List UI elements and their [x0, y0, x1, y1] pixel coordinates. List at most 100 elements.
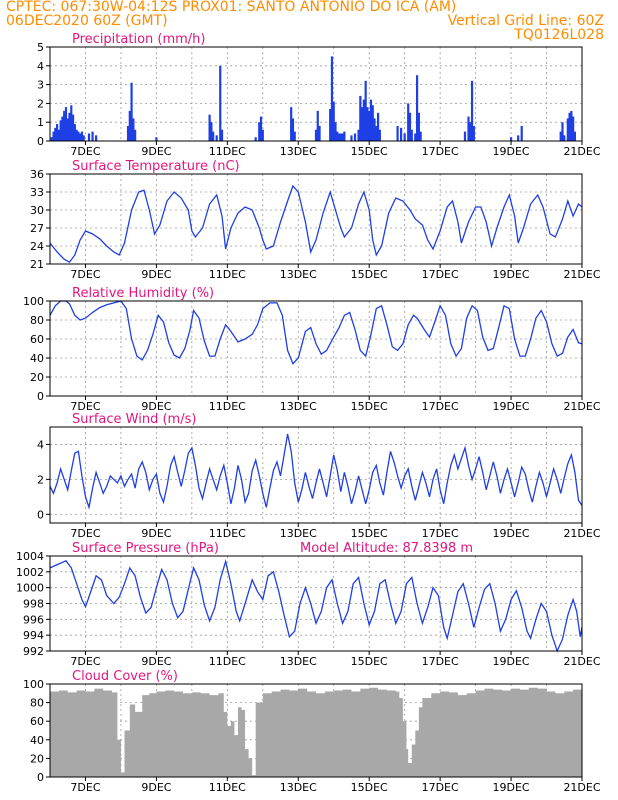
y-tick-label: 4 [37, 438, 44, 451]
x-tick-label: 21DEC [563, 145, 600, 158]
precip-bar [215, 135, 218, 141]
x-tick-label: 13DEC [280, 145, 317, 158]
precip-bar [50, 137, 53, 141]
x-tick-label: 17DEC [422, 781, 459, 794]
precip-bar [128, 110, 131, 141]
x-tick-label: 11DEC [209, 400, 246, 413]
precip-bar [87, 133, 91, 141]
precip-bar [417, 112, 420, 141]
x-tick-label: 19DEC [493, 145, 530, 158]
precip-bar [339, 133, 342, 141]
x-tick-label: 9DEC [141, 655, 171, 668]
x-tick-label: 21DEC [563, 268, 600, 281]
precip-bar [341, 133, 344, 141]
precip-bar [364, 80, 367, 141]
y-tick-label: 60 [30, 333, 44, 346]
precip-bar [54, 127, 57, 141]
precip-bar [126, 125, 130, 141]
pres-line [49, 558, 583, 653]
x-tick-label: 7DEC [70, 268, 100, 281]
precip-bar [75, 129, 78, 141]
x-tick-label: 9DEC [141, 400, 171, 413]
precip-bar [95, 135, 98, 141]
cloud-panel: 0 20 40 60 80 100 7DEC 9DEC 11DEC 13DEC 15DEC 17DEC… [23, 669, 601, 794]
precip-bar [396, 125, 399, 141]
wind-line [49, 433, 583, 510]
precip-bar [132, 118, 135, 141]
x-tick-label: 19DEC [493, 655, 530, 668]
precip-bar [509, 137, 513, 141]
precip-bar [371, 105, 374, 141]
y-tick-label: 100 [23, 295, 44, 308]
y-tick-label: 60 [30, 715, 44, 728]
precip-bar [134, 129, 137, 141]
y-tick-label: 30 [30, 204, 44, 217]
plot-frame [49, 683, 583, 778]
precip-bar [57, 129, 60, 141]
x-tick-label: 21DEC [563, 400, 600, 413]
precip-bar [570, 110, 573, 141]
rh-panel: 0 20 40 60 80 100 7DEC 9DEC 11DEC 13DEC 15DEC 17DEC… [23, 286, 601, 413]
y-tick-label: 40 [30, 734, 44, 747]
header-location: CPTEC: 067:30W-04:12S PROX01: SANTO ANTO… [6, 0, 457, 15]
precip-bar [517, 135, 520, 141]
precip-bar [403, 133, 406, 141]
precip-bar [59, 120, 62, 141]
precip-bar [357, 129, 360, 141]
precip-bar [415, 75, 419, 141]
x-tick-label: 15DEC [351, 268, 388, 281]
wind-title: Surface Wind (m/s) [72, 412, 196, 427]
precip-bar [329, 109, 332, 141]
plot-frame [49, 46, 583, 142]
x-tick-label: 11DEC [209, 145, 246, 158]
y-tick-label: 80 [30, 697, 44, 710]
x-tick-label: 13DEC [280, 268, 317, 281]
y-tick-label: 100 [23, 678, 44, 691]
x-tick-label: 15DEC [351, 527, 388, 540]
y-tick-label: 0 [37, 135, 44, 148]
precip-bar [566, 118, 569, 141]
precip-bar [73, 124, 76, 141]
precip-bar [573, 131, 577, 141]
x-tick-label: 13DEC [280, 781, 317, 794]
precip-bar [469, 122, 472, 141]
precip-bar [463, 131, 467, 141]
precip-bar [258, 122, 261, 141]
precip-bar [290, 107, 293, 141]
x-tick-label: 13DEC [280, 400, 317, 413]
header-datetime: 06DEC2020 60Z (GMT) [6, 13, 168, 29]
precip-bar [378, 129, 381, 141]
y-tick-label: 4 [37, 60, 44, 73]
header-model-id: TQ0126L028 [514, 27, 604, 43]
precip-bar [368, 110, 371, 141]
x-tick-label: 15DEC [351, 400, 388, 413]
precip-bar [80, 131, 84, 141]
y-tick-label: 992 [23, 645, 44, 658]
x-tick-label: 7DEC [70, 400, 100, 413]
precip-bar [561, 122, 564, 141]
y-tick-label: 27 [30, 222, 44, 235]
precip-bar [470, 80, 474, 141]
header-grid-note: Vertical Grid Line: 60Z [447, 13, 604, 29]
y-tick-label: 2 [37, 97, 44, 110]
precip-bar [369, 99, 373, 141]
precip-bar [362, 99, 365, 141]
precip-bar [410, 129, 413, 141]
precip-bar [361, 107, 364, 141]
pres-title: Surface Pressure (hPa) [72, 541, 219, 556]
precip-bar [520, 125, 523, 141]
precip-bar [66, 118, 69, 141]
x-tick-label: 17DEC [422, 655, 459, 668]
precip-bar [63, 110, 66, 141]
x-tick-label: 9DEC [141, 527, 171, 540]
precip-bar [568, 112, 571, 141]
x-tick-label: 19DEC [493, 781, 530, 794]
precip-bar [472, 125, 475, 141]
precip-bar [467, 116, 470, 141]
temp-title: Surface Temperature (nC) [72, 159, 240, 174]
x-tick-label: 7DEC [70, 527, 100, 540]
plot-frame [49, 300, 583, 397]
precip-bar [419, 131, 422, 141]
precip-bar [376, 112, 380, 141]
precip-bar [572, 116, 575, 141]
